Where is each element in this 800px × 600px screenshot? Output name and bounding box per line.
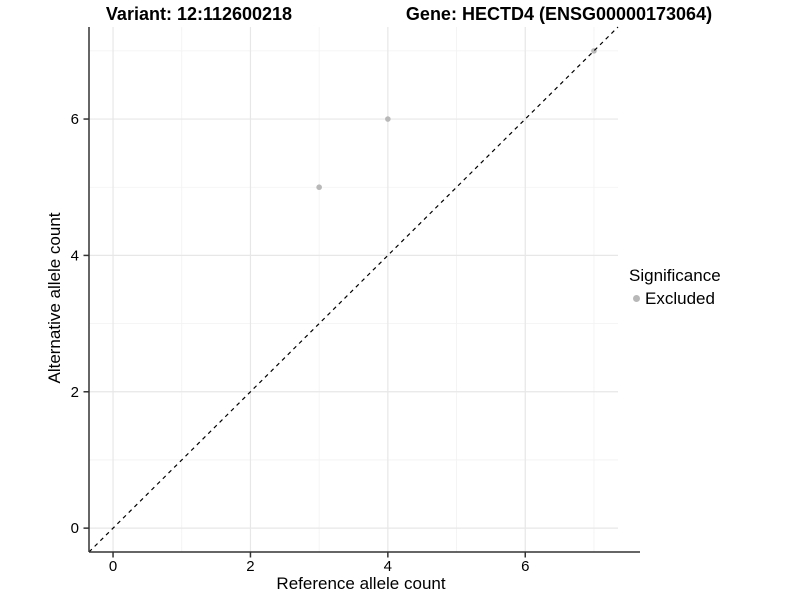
y-tick-label: 6 [71,111,79,128]
x-tick-label: 2 [246,558,254,575]
identity-line [88,26,619,553]
x-tick-label: 6 [521,558,529,575]
legend: Significance Excluded [629,265,721,309]
gene-title: Gene: HECTD4 (ENSG00000173064) [405,4,713,24]
variant-title: Variant: 12:112600218 [105,4,293,24]
y-axis-label: Alternative allele count [45,212,64,384]
data-point [385,116,391,122]
legend-title: Significance [629,266,721,285]
y-tick-label: 2 [71,384,79,401]
legend-item-excluded: Excluded [629,288,721,309]
legend-point-icon [633,295,640,302]
x-axis-label: Reference allele count [276,574,446,593]
x-tick-label: 4 [384,558,392,575]
legend-item-label: Excluded [645,289,715,308]
y-tick-label: 4 [71,247,79,264]
y-tick-label: 0 [71,520,79,537]
data-point [316,184,322,191]
x-tick-label: 0 [109,558,117,575]
